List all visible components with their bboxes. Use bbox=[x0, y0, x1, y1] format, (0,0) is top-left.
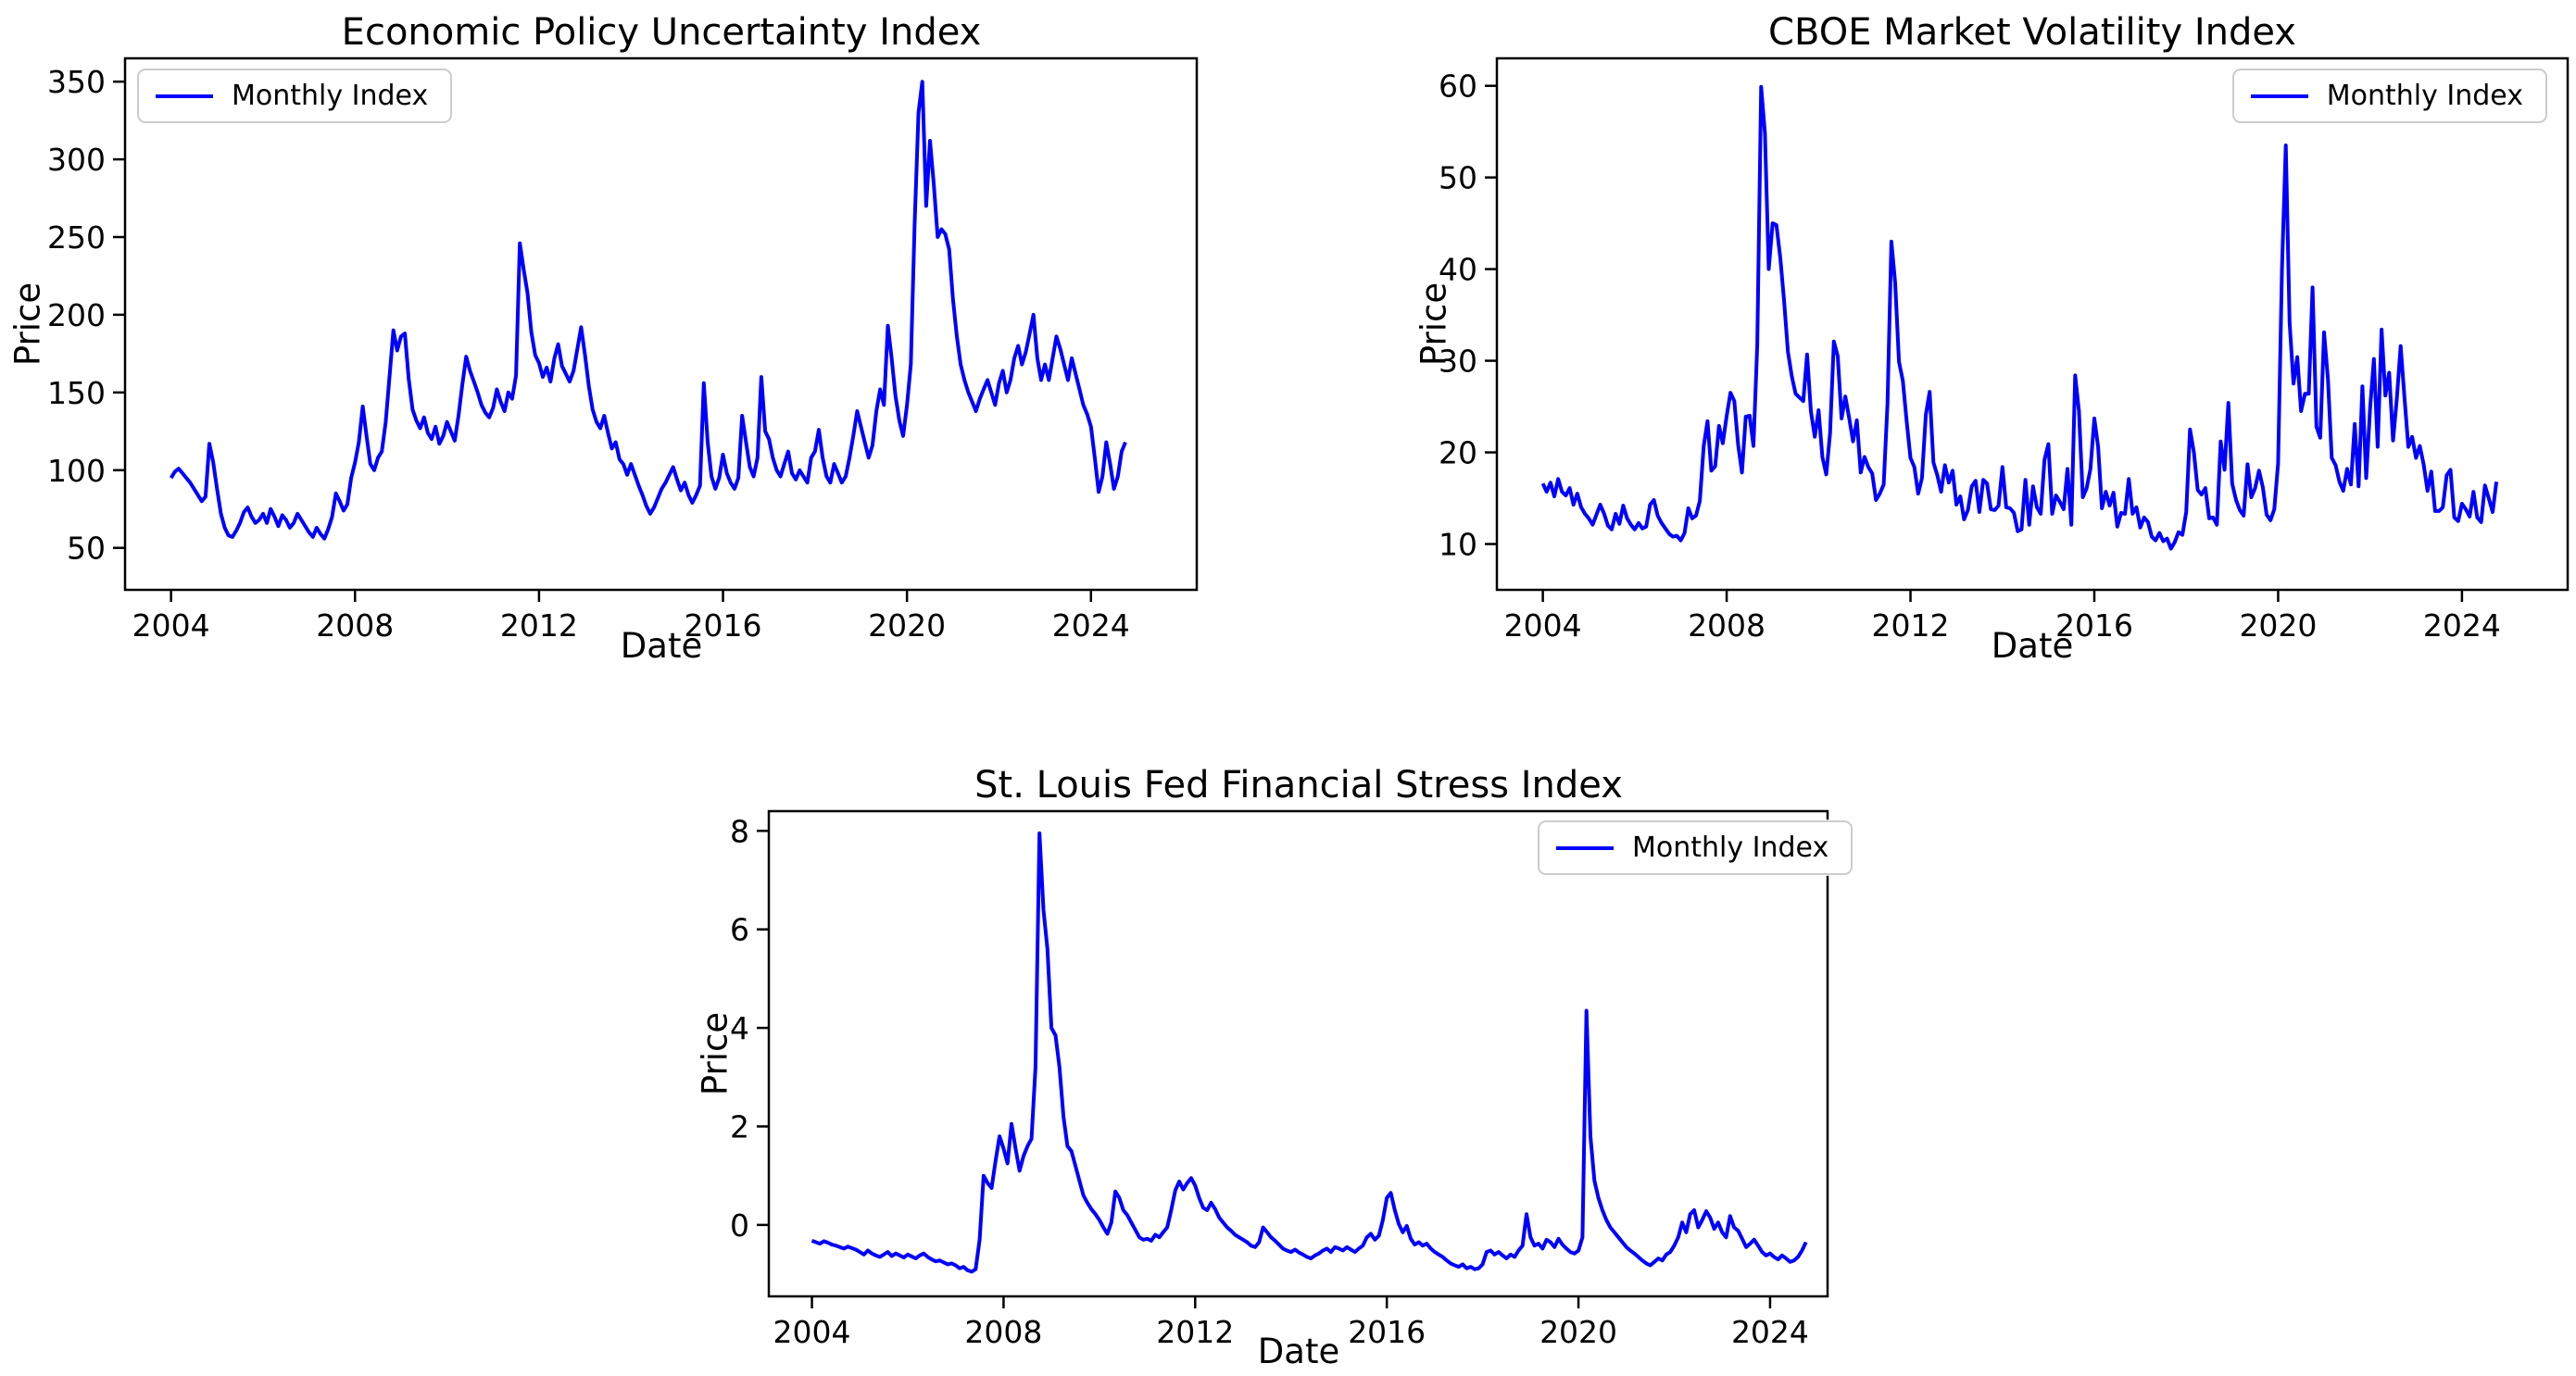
chart-title-epu: Economic Policy Uncertainty Index bbox=[341, 11, 982, 54]
y-tick-label: 6 bbox=[730, 912, 749, 948]
legend-label: Monthly Index bbox=[232, 80, 429, 112]
legend-line bbox=[1556, 845, 1614, 850]
y-tick-label: 60 bbox=[1439, 69, 1477, 105]
y-axis-label-vix: Price bbox=[1414, 281, 1454, 367]
series-line-monthly-index bbox=[169, 80, 1127, 541]
x-tick-label: 2020 bbox=[2239, 607, 2317, 644]
x-tick-label: 2008 bbox=[316, 607, 394, 644]
y-tick-label: 0 bbox=[730, 1207, 749, 1244]
y-tick-label: 100 bbox=[47, 453, 106, 489]
x-tick-label: 2024 bbox=[2423, 607, 2501, 644]
y-tick-label: 8 bbox=[730, 813, 749, 849]
y-tick-label: 10 bbox=[1439, 527, 1477, 563]
legend-line bbox=[156, 94, 213, 98]
legend-stress: Monthly Index bbox=[1538, 820, 1853, 875]
x-tick-label: 2016 bbox=[2055, 607, 2133, 644]
x-tick-label: 2004 bbox=[1504, 607, 1582, 644]
x-tick-label: 2008 bbox=[964, 1314, 1042, 1350]
y-tick-label: 30 bbox=[1439, 344, 1477, 380]
y-tick-label: 200 bbox=[47, 297, 106, 333]
y-tick-label: 40 bbox=[1439, 252, 1477, 288]
x-tick-label: 2024 bbox=[1052, 607, 1130, 644]
x-axis-label-vix: Date bbox=[1991, 626, 2074, 666]
series-line-monthly-index bbox=[1540, 84, 2499, 551]
x-tick-label: 2012 bbox=[1872, 607, 1950, 644]
y-tick-label: 50 bbox=[67, 531, 106, 567]
legend-epu: Monthly Index bbox=[137, 69, 453, 123]
x-tick-label: 2024 bbox=[1731, 1314, 1809, 1350]
legend-label: Monthly Index bbox=[1632, 832, 1829, 864]
legend-label: Monthly Index bbox=[2326, 80, 2523, 112]
x-tick-label: 2020 bbox=[868, 607, 946, 644]
chart-title-vix: CBOE Market Volatility Index bbox=[1768, 11, 2296, 54]
chart-title-stress: St. Louis Fed Financial Stress Index bbox=[974, 764, 1623, 807]
x-tick-label: 2016 bbox=[685, 607, 762, 644]
x-tick-label: 2016 bbox=[1348, 1314, 1426, 1350]
x-tick-label: 2008 bbox=[1688, 607, 1766, 644]
x-tick-label: 2004 bbox=[773, 1314, 851, 1350]
y-tick-label: 300 bbox=[47, 142, 106, 178]
y-tick-label: 2 bbox=[730, 1108, 749, 1145]
axes-border bbox=[123, 56, 1199, 592]
y-tick-label: 50 bbox=[1439, 160, 1477, 196]
y-tick-label: 20 bbox=[1439, 435, 1477, 471]
x-tick-label: 2004 bbox=[132, 607, 210, 644]
y-tick-label: 350 bbox=[47, 64, 106, 100]
y-axis-label-epu: Price bbox=[7, 281, 48, 367]
axes-border bbox=[767, 809, 1829, 1298]
legend-line bbox=[2250, 94, 2308, 98]
y-axis-label-stress: Price bbox=[695, 1011, 735, 1096]
x-tick-label: 2012 bbox=[500, 607, 578, 644]
y-tick-label: 250 bbox=[47, 219, 106, 256]
x-axis-label-stress: Date bbox=[1257, 1332, 1340, 1371]
legend-vix: Monthly Index bbox=[2231, 69, 2547, 123]
y-tick-label: 4 bbox=[730, 1010, 749, 1046]
axes-border bbox=[1495, 56, 2570, 592]
x-tick-label: 2020 bbox=[1539, 1314, 1617, 1350]
series-line-monthly-index bbox=[810, 831, 1808, 1274]
y-tick-label: 150 bbox=[47, 375, 106, 411]
x-tick-label: 2012 bbox=[1156, 1314, 1234, 1350]
x-axis-label-epu: Date bbox=[620, 626, 703, 666]
